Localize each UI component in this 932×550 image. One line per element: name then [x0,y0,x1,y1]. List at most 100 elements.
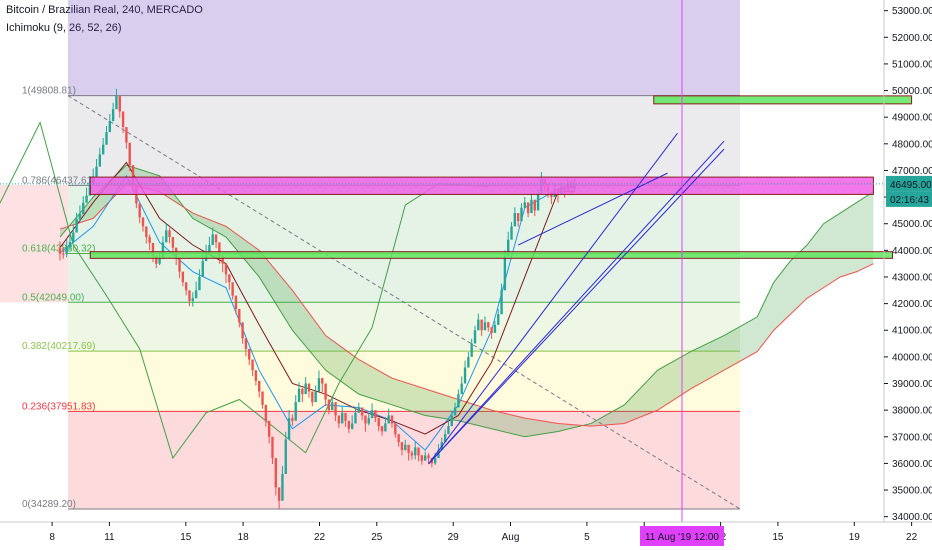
candle-body [248,348,251,360]
zones [89,95,913,259]
candle-body [228,274,231,283]
cursor-line [0,0,884,522]
leading-span-b [59,183,874,427]
candle-body [161,242,165,259]
zone-rectangle [653,95,913,105]
candle-body [477,319,480,331]
fib-level-label: 0.236(37951.83) [22,401,95,412]
candle-body [450,415,453,427]
candle-body [301,388,304,395]
price-tick-label: 36000.00 [892,459,932,470]
fib-level-label: 1(49808.81) [22,86,76,97]
candle-body [111,109,115,122]
candle-body [530,199,533,214]
candle-body [165,230,168,243]
fib-zone [68,253,740,303]
candle-body [85,195,88,203]
candle-body [311,391,314,403]
candle-body [490,327,493,333]
candle-body [234,295,238,309]
time-tick-label: 5 [584,532,590,543]
candle-body [214,234,218,243]
time-tick-label: 22 [314,532,326,543]
candle-body [148,237,151,243]
candle-body [274,458,277,488]
candle-body [58,248,62,254]
time-tick-label: 25 [371,532,383,543]
chart-title: Bitcoin / Brazilian Real, 240, MERCADO [6,4,203,16]
candle-body [72,232,75,242]
candle-body [108,121,111,133]
candle-body [354,412,357,424]
candle-body [470,343,473,357]
candle-body [238,308,241,323]
candle-body [463,367,467,384]
candle-body [487,322,490,328]
candle-body [357,407,360,413]
candle-body [417,447,420,456]
candle-body [473,330,477,344]
candle-body [188,290,191,301]
candle-body [467,356,470,368]
candle-body [350,423,354,429]
candle-body [480,319,483,331]
time-tick-label: 19 [849,532,861,543]
candle-body [387,415,390,424]
candle-body [198,276,201,291]
trendline [428,148,725,465]
candle-body [115,95,118,110]
candle-body [400,442,404,451]
candle-body [251,359,254,371]
candle-body [194,290,198,299]
candle-body [224,263,228,275]
candle-body [178,258,181,272]
candle-body [105,132,108,145]
candle-body [307,383,311,392]
candle-body [344,412,347,421]
indicator-label: Ichimoku (9, 26, 52, 26) [6,22,122,34]
price-tick-label: 52000.00 [892,33,932,44]
candle-body [410,452,414,456]
candle-body [281,474,284,501]
time-axis: 8111518222529Aug581215192211 Aug '19 12:… [0,521,932,546]
candle-body [68,241,72,247]
candle-body [317,378,321,392]
candle-body [384,423,387,432]
candle-body [258,380,261,392]
candle-body [510,226,513,240]
price-tick-label: 34000.00 [892,512,932,523]
candle-body [493,324,497,333]
candle-body [141,217,145,227]
trendlines [428,132,725,465]
candle-body [407,444,410,453]
price-tick-label: 44000.00 [892,246,932,257]
candle-body [191,298,194,301]
candle-body [155,255,158,264]
candle-body [433,458,437,464]
price-tick-label: 45000.00 [892,219,932,230]
trendline [428,140,725,465]
fib-zone [68,302,740,352]
candle-body [414,447,417,456]
fib-zone [68,95,740,186]
candle-body [264,404,268,421]
fib-level-label: 0.786(46437.61) [22,175,95,186]
fib-zone [68,411,740,509]
price-tick-label: 49000.00 [892,113,932,124]
fib-trend-line [67,95,741,510]
fib-level-label: 0.382(40217.69) [22,341,95,352]
candle-body [347,420,351,429]
candle-body [145,226,148,238]
candle-body [443,434,447,443]
candle-body [500,290,503,315]
time-tick-label: Aug [502,532,520,543]
price-tick-label: 37000.00 [892,432,932,443]
candle-body [168,230,171,238]
candle-body [271,436,274,459]
candle-body [374,410,377,419]
candle-body [208,245,211,254]
candle-body [95,166,98,178]
candle-body [314,391,317,403]
candle-body [218,242,221,256]
